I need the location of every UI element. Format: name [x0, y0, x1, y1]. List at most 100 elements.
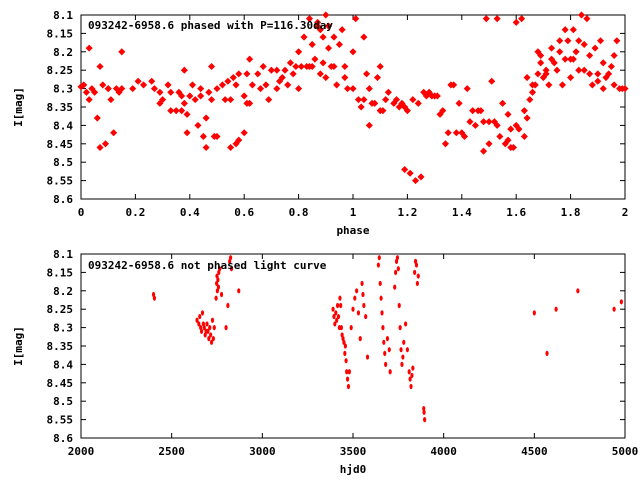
data-point — [178, 92, 186, 100]
data-point — [213, 132, 221, 140]
data-point — [226, 302, 230, 309]
data-point — [362, 302, 366, 309]
data-point — [384, 361, 388, 367]
x-tick-label: 3000 — [249, 445, 276, 458]
data-point — [460, 132, 469, 140]
data-point — [286, 59, 294, 67]
data-point — [295, 48, 303, 56]
data-point — [96, 143, 104, 152]
data-point — [322, 74, 330, 82]
data-point — [357, 103, 365, 111]
data-point — [485, 118, 493, 126]
data-point — [583, 15, 591, 23]
data-point — [319, 33, 327, 41]
data-point — [405, 347, 409, 353]
data-point — [545, 350, 549, 356]
data-point — [599, 85, 607, 93]
data-point — [194, 121, 202, 129]
data-point — [411, 365, 415, 371]
data-point — [354, 96, 362, 104]
data-point — [209, 332, 213, 338]
data-point — [564, 37, 572, 45]
data-point — [554, 306, 558, 312]
data-point — [206, 328, 210, 334]
data-point — [515, 125, 523, 133]
data-point — [167, 107, 175, 115]
data-point — [591, 44, 599, 52]
data-point — [186, 92, 194, 100]
data-point — [207, 336, 211, 342]
y-tick-label: 8.1 — [53, 248, 73, 261]
data-point — [379, 295, 383, 301]
data-point — [99, 81, 107, 89]
data-point — [441, 140, 450, 148]
data-point — [343, 343, 347, 349]
data-point — [423, 417, 427, 423]
data-point — [403, 107, 411, 115]
data-point — [504, 110, 512, 118]
y-axis-label: I[mag] — [12, 326, 25, 366]
data-point — [518, 15, 526, 23]
y-tick-label: 8.4 — [53, 119, 73, 132]
data-point — [198, 313, 202, 320]
data-point — [229, 266, 234, 272]
data-point — [413, 269, 417, 275]
data-point — [324, 22, 333, 30]
data-point — [607, 62, 615, 71]
data-point — [212, 325, 216, 331]
data-point — [561, 26, 569, 34]
data-point — [567, 74, 575, 82]
data-point — [401, 354, 405, 360]
unphased-light-curve-panel: 2000 2500 3000 3500 4000 4500 5000 8.1 8.15 8.2 8.… — [12, 248, 638, 476]
data-point — [480, 147, 488, 155]
data-point — [211, 336, 215, 342]
data-point — [208, 62, 216, 71]
data-point — [376, 262, 380, 268]
data-point — [496, 132, 504, 140]
data-point — [594, 70, 602, 78]
data-point — [556, 48, 564, 56]
data-point — [140, 81, 148, 89]
data-point — [409, 383, 413, 390]
y-tick-label: 8.4 — [53, 358, 73, 371]
data-point — [197, 321, 201, 327]
y-tick-label: 8.5 — [53, 156, 73, 169]
data-point — [305, 15, 314, 23]
data-point — [558, 81, 566, 89]
data-point — [191, 96, 199, 104]
data-point — [208, 325, 212, 331]
data-point — [322, 11, 330, 19]
data-point — [159, 96, 167, 104]
y-tick-label: 8.2 — [53, 46, 73, 59]
data-point — [612, 306, 616, 312]
data-point — [281, 66, 289, 74]
data-point — [376, 62, 384, 71]
data-point — [101, 140, 110, 148]
data-point — [319, 59, 327, 67]
data-point — [396, 266, 400, 272]
data-point — [550, 59, 558, 67]
data-point — [183, 110, 191, 118]
data-point — [195, 317, 199, 323]
data-point — [523, 114, 531, 122]
data-point — [246, 55, 254, 63]
data-point — [360, 280, 364, 287]
data-point — [383, 350, 387, 356]
data-point — [392, 96, 401, 104]
data-point — [208, 96, 216, 104]
data-point — [406, 169, 414, 177]
data-point — [482, 15, 490, 23]
data-point — [308, 62, 316, 71]
data-point — [397, 302, 401, 309]
data-point — [152, 295, 157, 301]
data-point — [164, 81, 172, 89]
data-point — [512, 18, 520, 26]
data-point — [284, 81, 292, 89]
data-point — [183, 129, 191, 137]
data-point — [371, 99, 379, 107]
data-point — [235, 70, 243, 78]
data-point — [360, 33, 368, 41]
y-tick-label: 8.55 — [47, 175, 74, 188]
data-point — [610, 51, 618, 60]
data-point — [349, 325, 353, 331]
